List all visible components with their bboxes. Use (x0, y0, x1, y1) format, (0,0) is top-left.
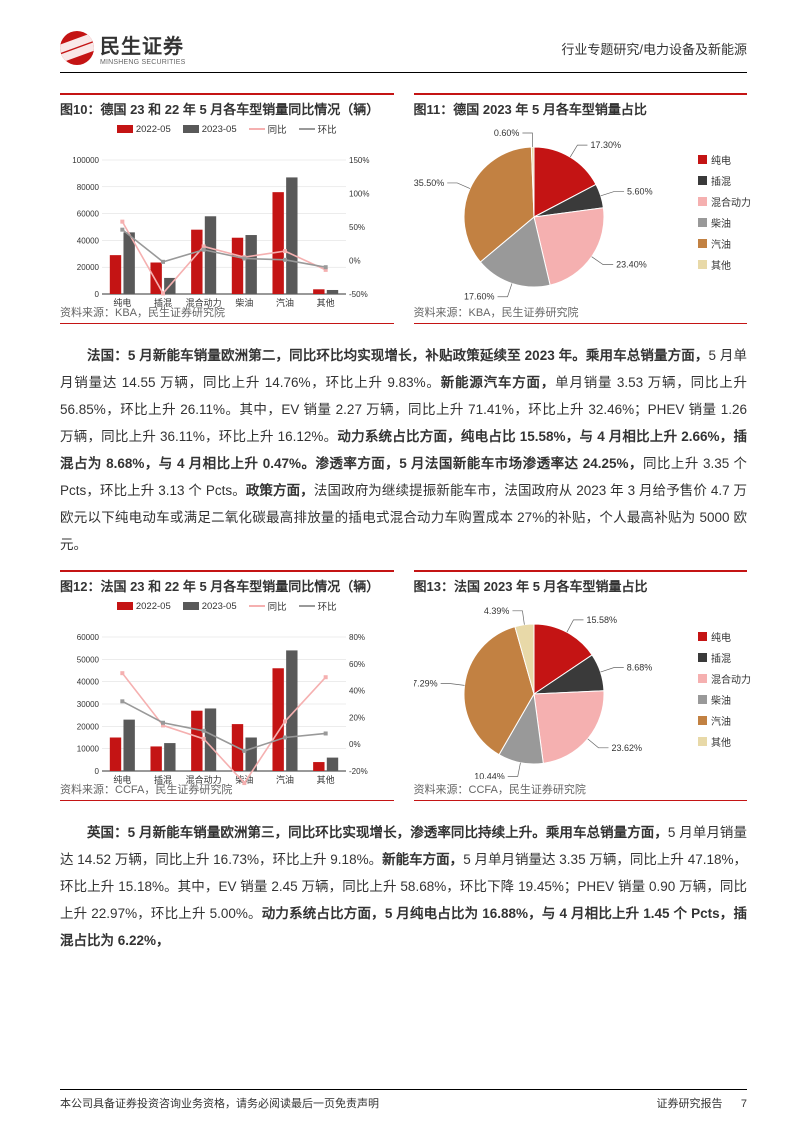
brand-logo: 民生证券 MINSHENG SECURITIES (60, 30, 185, 66)
svg-text:40000: 40000 (77, 678, 100, 687)
svg-text:60%: 60% (349, 660, 365, 669)
svg-text:其他: 其他 (317, 774, 335, 785)
svg-text:40%: 40% (349, 687, 365, 696)
svg-text:17.30%: 17.30% (590, 140, 621, 150)
chart10-svg: 0 20000 40000 60000 80000 100000 -50% 0% 50% 100%… (60, 138, 380, 318)
svg-text:20000: 20000 (77, 263, 100, 272)
svg-text:-20%: -20% (349, 767, 368, 776)
chart13-svg: 15.58% 8.68% 23.62% 10.44% 37.29% 4.39% (414, 599, 734, 779)
figure-10: 图10：德国 23 和 22 年 5 月各车型销量同比情况（辆） 2022-05… (60, 93, 394, 334)
fig13-title: 图13：法国 2023 年 5 月各车型销量占比 (414, 570, 748, 595)
svg-text:10000: 10000 (77, 745, 100, 754)
svg-text:其他: 其他 (317, 297, 335, 308)
paragraph-uk: 英国：5 月新能车销量欧洲第三，同比环比实现增长，渗透率同比持续上升。乘用车总销… (60, 819, 747, 954)
svg-text:0.60%: 0.60% (493, 128, 519, 138)
chart12-svg: 0 10000 20000 30000 40000 50000 60000 -20% 0% 20%… (60, 615, 380, 795)
fig12-title: 图12：法国 23 和 22 年 5 月各车型销量同比情况（辆） (60, 570, 394, 595)
fig13-source: 资料来源：CCFA，民生证券研究院 (414, 779, 748, 801)
figure-11: 图11：德国 2023 年 5 月各车型销量占比 17.30% 5.60% 23.4… (414, 93, 748, 334)
chart13-legend: 纯电插混混合动力柴油汽油其他 (698, 629, 751, 755)
chart10-legend: 2022-052023-05同比环比 (60, 122, 394, 136)
chart12-legend: 2022-052023-05同比环比 (60, 599, 394, 613)
svg-text:60000: 60000 (77, 633, 100, 642)
svg-text:汽油: 汽油 (276, 297, 294, 308)
svg-text:100%: 100% (349, 190, 369, 199)
svg-text:柴油: 柴油 (235, 297, 253, 308)
logo-icon (60, 31, 94, 65)
svg-text:混合动力: 混合动力 (186, 774, 222, 785)
svg-text:37.29%: 37.29% (414, 679, 438, 689)
chart11-svg: 17.30% 5.60% 23.40% 17.60% 35.50% 0.60% (414, 122, 734, 302)
svg-text:插混: 插混 (154, 774, 172, 785)
svg-text:混合动力: 混合动力 (186, 297, 222, 308)
figure-12: 图12：法国 23 和 22 年 5 月各车型销量同比情况（辆） 2022-05… (60, 570, 394, 811)
fig11-title: 图11：德国 2023 年 5 月各车型销量占比 (414, 93, 748, 118)
fig11-source: 资料来源：KBA，民生证券研究院 (414, 302, 748, 324)
svg-text:50%: 50% (349, 223, 365, 232)
svg-text:0: 0 (95, 767, 100, 776)
fig10-title: 图10：德国 23 和 22 年 5 月各车型销量同比情况（辆） (60, 93, 394, 118)
svg-text:20%: 20% (349, 713, 365, 722)
footer-disclaimer: 本公司具备证券投资咨询业务资格，请务必阅读最后一页免责声明 (60, 1095, 379, 1111)
svg-text:17.60%: 17.60% (464, 292, 495, 302)
svg-text:纯电: 纯电 (113, 774, 131, 785)
svg-text:40000: 40000 (77, 236, 100, 245)
svg-text:纯电: 纯电 (113, 297, 131, 308)
svg-text:35.50%: 35.50% (414, 178, 444, 188)
svg-text:150%: 150% (349, 156, 369, 165)
svg-text:23.40%: 23.40% (616, 260, 647, 270)
brand-name-cn: 民生证券 (100, 30, 185, 59)
svg-text:0%: 0% (349, 257, 361, 266)
svg-text:5.60%: 5.60% (627, 187, 653, 197)
chart11-legend: 纯电插混混合动力柴油汽油其他 (698, 152, 751, 278)
figure-13: 图13：法国 2023 年 5 月各车型销量占比 15.58% 8.68% 23.6… (414, 570, 748, 811)
svg-text:60000: 60000 (77, 210, 100, 219)
svg-text:23.62%: 23.62% (611, 743, 642, 753)
svg-text:50000: 50000 (77, 655, 100, 664)
paragraph-france: 法国：5 月新能车销量欧洲第二，同比环比均实现增长，补贴政策延续至 2023 年… (60, 342, 747, 558)
page-footer: 本公司具备证券投资咨询业务资格，请务必阅读最后一页免责声明 证券研究报告 7 (60, 1089, 747, 1111)
svg-text:15.58%: 15.58% (586, 615, 617, 625)
svg-text:80%: 80% (349, 633, 365, 642)
svg-text:汽油: 汽油 (276, 774, 294, 785)
svg-text:0: 0 (95, 290, 100, 299)
svg-text:8.68%: 8.68% (626, 663, 652, 673)
svg-text:100000: 100000 (72, 156, 99, 165)
svg-text:4.39%: 4.39% (483, 606, 509, 616)
svg-text:20000: 20000 (77, 722, 100, 731)
svg-text:0%: 0% (349, 740, 361, 749)
page-number: 7 (741, 1098, 747, 1110)
page-header: 民生证券 MINSHENG SECURITIES 行业专题研究/电力设备及新能源 (60, 30, 747, 73)
svg-text:插混: 插混 (154, 297, 172, 308)
svg-text:-50%: -50% (349, 290, 368, 299)
svg-text:30000: 30000 (77, 700, 100, 709)
svg-text:80000: 80000 (77, 183, 100, 192)
brand-name-en: MINSHENG SECURITIES (100, 59, 185, 66)
footer-label: 证券研究报告 (657, 1098, 723, 1110)
header-category: 行业专题研究/电力设备及新能源 (561, 39, 747, 58)
svg-text:10.44%: 10.44% (474, 771, 505, 779)
